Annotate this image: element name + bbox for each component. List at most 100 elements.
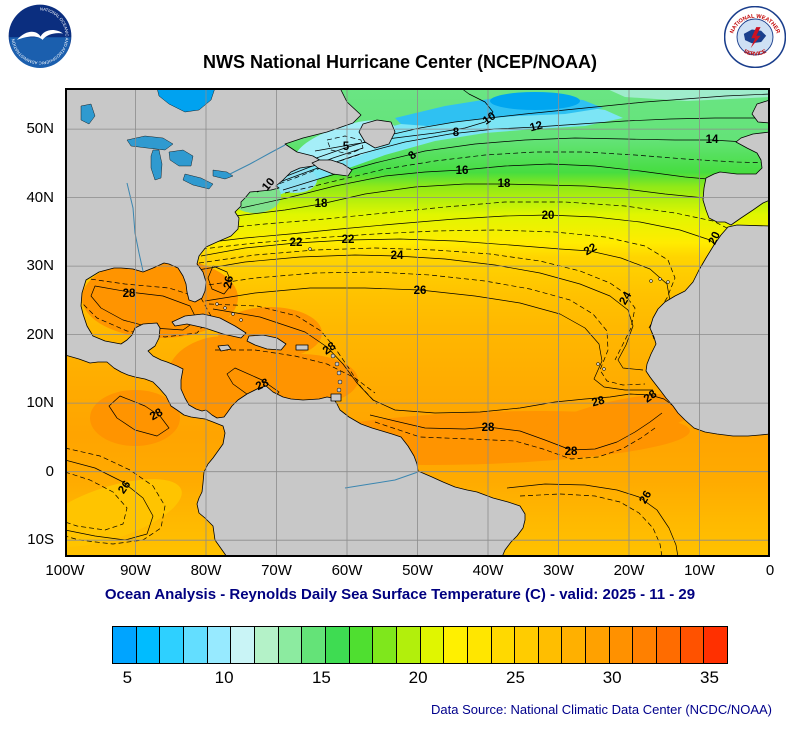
colorbar-cell [420,627,445,663]
colorbar-tick-label: 25 [506,668,525,687]
data-source-text: Data Source: National Climatic Data Cent… [431,702,772,717]
land-americas [65,88,526,557]
colorbar-tick-label: 15 [311,668,331,687]
contour-value-label: 26 [414,285,427,297]
contour-value-label: 26 [637,489,654,506]
lat-axis: 50N 40N 30N 20N 10N 0 10S [0,0,60,737]
colorbar-cell [207,627,232,663]
lake-erie [182,173,214,190]
contour-value-label: 22 [342,234,355,246]
colorbar-cell [586,627,610,663]
land-cuba [171,313,247,339]
contour-value-label: 28 [591,394,607,409]
nws-logo: NATIONAL WEATHER SERVICE [724,6,786,68]
st-lawrence-river [229,144,286,175]
colorbar-cell [183,627,208,663]
noaa-logo-sea [9,37,71,68]
colorbar-tick-label: 35 [700,668,719,687]
colorbar-tick-label: 20 [408,668,428,687]
colorbar-cell [136,627,161,663]
contour-value-label: 24 [617,289,634,307]
lon-tick-label: 0 [765,562,775,579]
contour-value-label: 20 [707,230,723,247]
land-nova-scotia [311,159,353,177]
lon-tick-label: 80W [190,562,222,579]
land-newfoundland [358,119,396,149]
contour-value-label: 18 [498,178,511,190]
lake-winnipeg [80,103,96,125]
lon-tick-label: 70W [261,562,292,579]
lat-tick-label: 40N [26,188,54,206]
colorbar-cell [680,627,705,663]
contour-value-label: 14 [706,134,719,146]
rivers [126,144,419,489]
colorbar-cell [562,627,587,663]
lat-tick-label: 20N [26,325,54,343]
grid-lines [65,88,770,557]
colorbar-cell [467,627,492,663]
colorbar-cell [515,627,539,663]
colorbar-cell [633,627,658,663]
colorbar-cell [373,627,397,663]
lon-tick-label: 20W [613,562,645,579]
lat-tick-label: 0 [45,462,54,480]
land-trinidad [330,393,342,402]
lat-tick-label: 10S [27,531,54,549]
nws-ring-text-bottom: SERVICE [742,49,767,58]
contour-value-label: 18 [315,198,328,210]
nws-lightning-icon [750,27,761,49]
colorbar [112,626,728,664]
colorbar-cell [302,627,326,663]
colorbar-cell [254,627,279,663]
land-england [751,99,770,124]
colorbar-cell [657,627,681,663]
lake-huron [168,149,194,167]
lat-tick-label: 50N [26,120,54,138]
colorbar-cell [325,627,350,663]
contour-value-label: 28 [254,377,271,394]
land [65,88,770,557]
lake-michigan [150,149,163,181]
lat-tick-label: 10N [26,394,54,412]
lakes [80,88,234,190]
lon-tick-label: 10W [684,562,715,579]
sst-map: 8 10 12 14 5 8 16 18 10 18 20 20 22 22 24 22 26 24 28 26 28 2… [65,88,770,557]
colorbar-cell [491,627,516,663]
colorbar-cell [538,627,563,663]
mississippi-river [126,182,144,272]
lon-tick-label: 100W [45,562,85,579]
contour-value-label: 16 [456,165,469,177]
map-frame [65,88,770,557]
lake-ontario [212,169,234,180]
contour-value-label: 20 [542,210,555,222]
land-france-iberia [702,131,770,226]
land-africa [645,224,770,437]
contour-value-label: 26 [222,275,236,290]
land-jamaica [217,344,232,352]
lake-superior [126,135,174,151]
page-title: NWS National Hurricane Center (NCEP/NOAA… [202,52,598,72]
lon-tick-label: 60W [331,562,363,579]
contour-value-label: 8 [453,127,460,139]
colorbar-tick-label: 5 [122,668,133,687]
amazon-river [344,471,419,489]
contour-value-label: 28 [148,406,166,423]
colorbar-cell [231,627,255,663]
colorbar-tick-label: 30 [602,668,622,687]
lon-tick-label: 90W [120,562,151,579]
colorbar-cell [278,627,303,663]
contour-value-label: 28 [565,446,578,458]
contour-value-label: 22 [290,237,303,249]
colorbar-cell [160,627,184,663]
contour-value-label: 5 [343,141,350,153]
colorbar-cell [396,627,421,663]
colorbar-tick-label: 10 [214,668,234,687]
lon-tick-label: 30W [543,562,574,579]
contour-value-label: 24 [391,250,404,262]
lon-tick-label: 40W [472,562,504,579]
colorbar-cell [113,627,137,663]
colorbar-cell [444,627,468,663]
contour-value-label: 12 [529,120,544,135]
